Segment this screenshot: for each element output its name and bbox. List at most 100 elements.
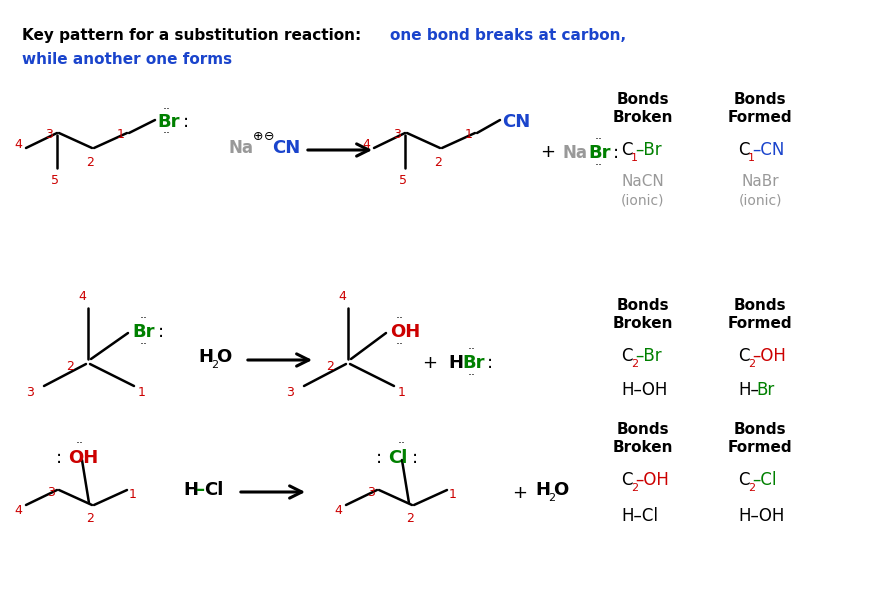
Text: +: + [422,354,438,372]
Text: 2: 2 [86,156,94,169]
Text: NaCN: NaCN [621,175,664,190]
Text: Br: Br [462,354,484,372]
Text: 2: 2 [406,513,414,526]
Text: CN: CN [502,113,531,131]
Text: 2: 2 [631,483,638,493]
Text: H: H [198,348,213,366]
Text: C: C [621,347,633,365]
Text: 2: 2 [631,359,638,369]
Text: 4: 4 [362,138,370,151]
Text: C: C [621,471,633,489]
Text: :: : [56,449,62,467]
Text: :: : [183,113,189,131]
Text: –Cl: –Cl [752,471,776,489]
Text: 4: 4 [78,290,86,303]
Text: while another one forms: while another one forms [22,52,232,67]
Text: ··: ·· [468,370,476,383]
Text: H–: H– [738,381,759,399]
Text: C: C [738,471,750,489]
Text: Formed: Formed [728,315,793,331]
Text: CN: CN [272,139,301,157]
Text: ··: ·· [595,134,603,147]
Text: ··: ·· [396,339,404,352]
Text: 1: 1 [748,153,755,163]
Text: Formed: Formed [728,440,793,455]
Text: 4: 4 [334,504,342,517]
Text: 1: 1 [449,489,457,501]
Text: ⊖: ⊖ [264,131,274,144]
Text: ··: ·· [396,312,404,325]
Text: Br: Br [756,381,774,399]
Text: Bonds: Bonds [733,92,787,107]
Text: Bonds: Bonds [733,297,787,312]
Text: :: : [158,323,164,341]
Text: –Br: –Br [635,347,662,365]
Text: O: O [216,348,232,366]
Text: 1: 1 [117,129,125,141]
Text: :: : [376,449,382,467]
Text: –: – [196,481,205,499]
Text: :: : [412,449,418,467]
Text: 3: 3 [26,386,34,399]
Text: (ionic): (ionic) [739,193,781,207]
Text: +: + [512,484,528,502]
Text: Cl: Cl [204,481,224,499]
Text: 4: 4 [338,290,346,303]
Text: H: H [448,354,463,372]
Text: 4: 4 [14,138,22,151]
Text: Bonds: Bonds [617,423,669,437]
Text: 1: 1 [631,153,638,163]
Text: Formed: Formed [728,110,793,126]
Text: ··: ·· [163,104,171,116]
Text: OH: OH [68,449,98,467]
Text: Key pattern for a substitution reaction:: Key pattern for a substitution reaction: [22,28,366,43]
Text: ··: ·· [468,343,476,356]
Text: :: : [487,354,493,372]
Text: Broken: Broken [613,315,673,331]
Text: 5: 5 [399,173,407,187]
Text: ··: ·· [76,437,84,451]
Text: :: : [613,144,619,162]
Text: ⊕: ⊕ [253,131,263,144]
Text: Bonds: Bonds [617,92,669,107]
Text: H–OH: H–OH [738,507,784,525]
Text: H: H [183,481,198,499]
Text: ··: ·· [140,312,148,325]
Text: 1: 1 [138,386,146,399]
Text: 3: 3 [286,386,294,399]
Text: Na: Na [563,144,588,162]
Text: O: O [553,481,568,499]
Text: H: H [535,481,550,499]
Text: Cl: Cl [388,449,407,467]
Text: (ionic): (ionic) [621,193,665,207]
Text: ··: ·· [398,437,406,451]
Text: C: C [738,141,750,159]
Text: 2: 2 [211,360,218,370]
Text: Br: Br [588,144,611,162]
Text: ··: ·· [163,128,171,141]
Text: Br: Br [132,323,155,341]
Text: Bonds: Bonds [733,423,787,437]
Text: Na: Na [228,139,253,157]
Text: 4: 4 [14,504,22,517]
Text: one bond breaks at carbon,: one bond breaks at carbon, [390,28,626,43]
Text: 2: 2 [548,493,555,503]
Text: 3: 3 [393,129,401,141]
Text: 5: 5 [51,173,59,187]
Text: 2: 2 [748,483,755,493]
Text: Broken: Broken [613,440,673,455]
Text: Broken: Broken [613,110,673,126]
Text: 2: 2 [748,359,755,369]
Text: 1: 1 [398,386,406,399]
Text: ··: ·· [140,339,148,352]
Text: –OH: –OH [635,471,669,489]
Text: 2: 2 [326,359,334,372]
Text: ··: ·· [595,160,603,172]
Text: C: C [621,141,633,159]
Text: C: C [738,347,750,365]
Text: 1: 1 [129,489,137,501]
Text: 2: 2 [86,513,94,526]
Text: Bonds: Bonds [617,297,669,312]
Text: 3: 3 [45,129,53,141]
Text: +: + [540,143,556,161]
